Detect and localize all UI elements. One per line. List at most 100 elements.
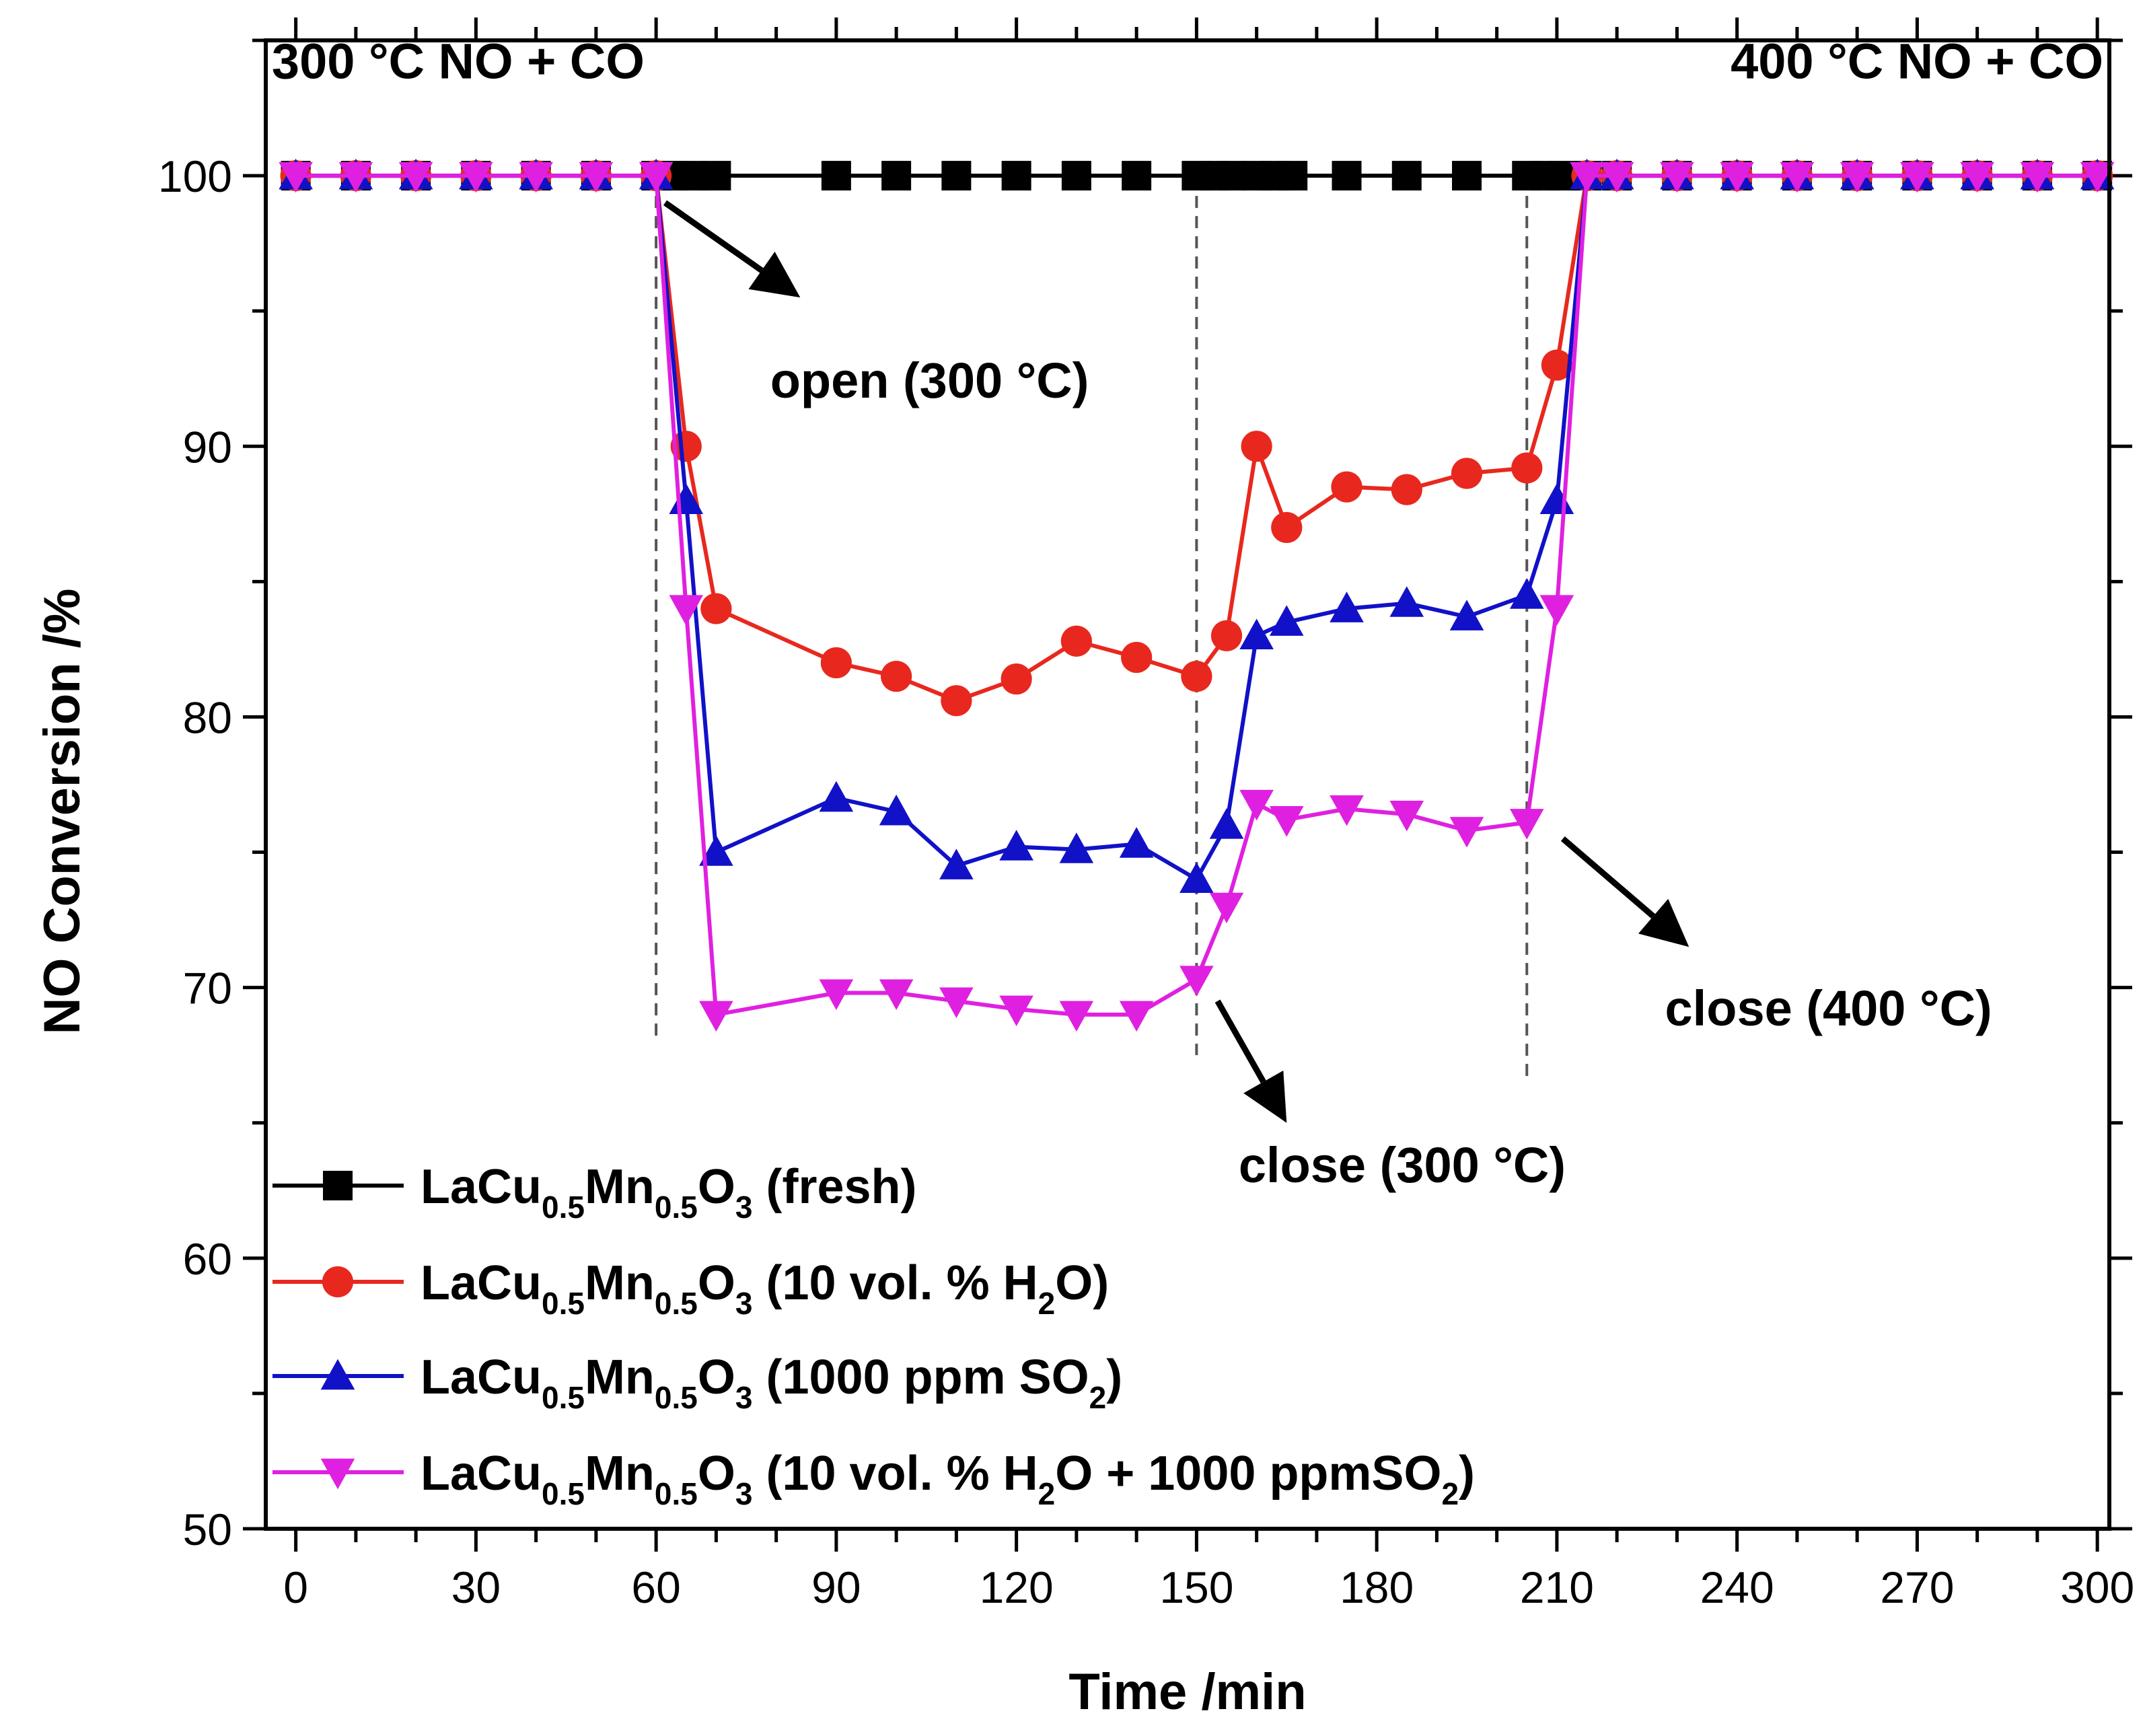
legend-text-part: (10 vol. % H — [752, 1447, 1038, 1500]
series-3 — [279, 161, 2115, 1032]
data-point — [1239, 618, 1274, 650]
data-point — [879, 979, 914, 1010]
data-point — [1119, 1001, 1154, 1032]
series-line — [295, 174, 2098, 1017]
legend-label: LaCu0.5Mn0.5O3 (fresh) — [421, 1160, 917, 1225]
arrow-head — [1638, 898, 1689, 947]
data-point — [279, 161, 313, 193]
data-point — [338, 161, 373, 193]
x-tick-label: 300 — [2060, 1562, 2134, 1612]
legend-text-part: Mn — [585, 1447, 655, 1500]
legend-text-part: LaCu — [421, 1160, 542, 1214]
legend-text-part: Mn — [585, 1256, 655, 1310]
annotation-label-close400: close (400 °C) — [1665, 980, 1992, 1036]
data-point — [1539, 595, 1574, 626]
data-point — [1330, 591, 1364, 622]
legend-text-part: 3 — [735, 1286, 753, 1321]
data-point — [1389, 801, 1424, 832]
legend-item-1: LaCu0.5Mn0.5O3 (10 vol. % H2O) — [272, 1256, 1109, 1321]
axes-ticks — [243, 17, 2132, 1552]
data-point — [1061, 161, 1091, 191]
data-point — [701, 161, 731, 191]
data-point — [1960, 161, 1994, 193]
dashed-markers — [655, 176, 1529, 1083]
data-point — [639, 161, 674, 193]
legend-text-part: ) — [1459, 1447, 1475, 1500]
data-point — [1209, 808, 1244, 839]
data-point — [1449, 817, 1484, 848]
x-tick-label: 90 — [811, 1562, 861, 1612]
legend-text-part: 0.5 — [542, 1476, 585, 1511]
data-point — [1121, 641, 1153, 674]
legend-text-part: (1000 ppm SO — [752, 1350, 1089, 1404]
y-tick-label: 100 — [158, 151, 232, 201]
data-point — [322, 1266, 354, 1298]
legend-text-part: 3 — [735, 1190, 753, 1225]
plot-frame — [264, 38, 2111, 1531]
y-tick-label: 90 — [183, 422, 232, 472]
x-tick-label: 120 — [980, 1562, 1054, 1612]
data-point — [1570, 161, 1604, 193]
x-axis-title: Time /min — [1068, 1663, 1306, 1721]
data-point — [1391, 161, 1422, 191]
data-point — [881, 161, 912, 191]
data-point — [669, 595, 704, 626]
legend-label: LaCu0.5Mn0.5O3 (10 vol. % H2O + 1000 ppm… — [421, 1447, 1475, 1511]
legend-text-part: 0.5 — [542, 1190, 585, 1225]
legend-text-part: O — [698, 1256, 735, 1310]
data-point — [1449, 600, 1484, 630]
data-point — [1332, 161, 1362, 191]
annotation-label-close300: close (300 °C) — [1239, 1137, 1566, 1193]
arrow-head — [1243, 1071, 1287, 1123]
data-point — [459, 161, 493, 193]
legend-text-part: 3 — [735, 1380, 753, 1415]
data-point — [579, 161, 614, 193]
legend-text-part: O) — [1055, 1256, 1109, 1310]
data-point — [1179, 862, 1214, 894]
data-point — [1059, 832, 1094, 863]
legend-text-part: 0.5 — [655, 1476, 698, 1511]
legend-text-part: LaCu — [421, 1256, 542, 1310]
data-point — [323, 1171, 353, 1200]
y-tick-label: 70 — [183, 964, 232, 1013]
data-series — [279, 158, 2115, 1032]
legend-text-part: O — [698, 1447, 735, 1500]
legend-text-part: O — [698, 1350, 735, 1404]
data-point — [2020, 161, 2055, 193]
data-point — [1210, 620, 1243, 651]
arrow-head — [748, 252, 801, 298]
data-point — [320, 1359, 355, 1390]
data-point — [699, 1001, 733, 1032]
data-point — [1840, 161, 1875, 193]
legend-text-part: 2 — [1038, 1286, 1056, 1321]
data-point — [1330, 795, 1364, 826]
legend-label: LaCu0.5Mn0.5O3 (1000 ppm SO2) — [421, 1350, 1122, 1415]
data-point — [1599, 161, 1634, 193]
data-point — [1209, 892, 1244, 924]
data-point — [519, 161, 553, 193]
data-point — [1179, 966, 1214, 997]
x-tick-label: 210 — [1520, 1562, 1594, 1612]
x-tick-label: 150 — [1159, 1562, 1233, 1612]
data-point — [398, 161, 433, 193]
data-point — [1239, 789, 1274, 821]
data-point — [1660, 161, 1694, 193]
data-point — [819, 979, 854, 1010]
legend-text-part: 2 — [1089, 1380, 1107, 1415]
legend-label: LaCu0.5Mn0.5O3 (10 vol. % H2O) — [421, 1256, 1109, 1321]
annotation-label-300: 300 °C NO + CO — [272, 33, 645, 89]
data-point — [1181, 661, 1212, 692]
data-point — [1780, 161, 1815, 193]
data-point — [879, 794, 914, 826]
legend: LaCu0.5Mn0.5O3 (fresh)LaCu0.5Mn0.5O3 (10… — [272, 1160, 1475, 1511]
y-tick-label: 60 — [183, 1234, 232, 1284]
data-point — [1509, 809, 1544, 840]
data-point — [1278, 161, 1308, 191]
data-point — [1389, 586, 1424, 617]
legend-item-0: LaCu0.5Mn0.5O3 (fresh) — [272, 1160, 917, 1225]
data-point — [1119, 827, 1154, 858]
tick-labels: 0 30 60 90 120 150 180 210 240 270 300 50 60 70 80 90 10… — [158, 151, 2134, 1612]
data-point — [699, 835, 733, 866]
data-point — [1001, 161, 1031, 191]
